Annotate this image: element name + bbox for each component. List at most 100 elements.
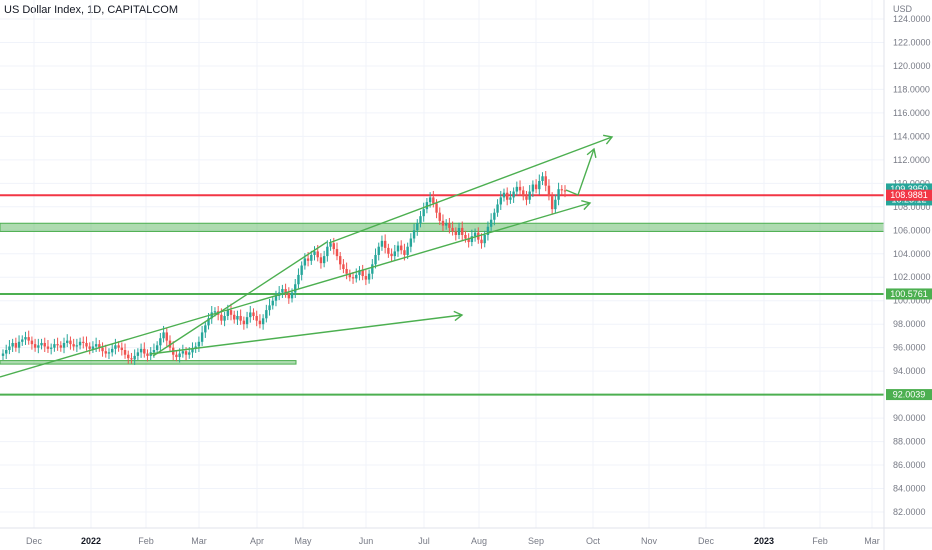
candle-body: [396, 245, 400, 252]
candle-body: [538, 180, 541, 190]
y-tick-label: 88.0000: [893, 437, 926, 447]
time-axis[interactable]: Dec 2022 Feb Mar Apr May Jun Jul Aug Sep Oct Nov Dec…: [0, 527, 932, 546]
candle-body: [210, 312, 213, 319]
candle-body: [294, 284, 297, 293]
candle-body: [127, 354, 130, 359]
candle-body: [43, 342, 46, 347]
price-label-bg: [886, 189, 932, 201]
candle-body: [152, 350, 156, 353]
candle-body: [390, 253, 393, 257]
candle-body: [184, 351, 188, 355]
candle-body: [422, 209, 425, 217]
grid: [0, 0, 884, 528]
candle-body: [245, 317, 249, 325]
x-tick-label: Mar: [191, 536, 207, 546]
candle-body: [457, 227, 461, 235]
candle-body: [444, 223, 448, 226]
x-tick-label: Feb: [138, 536, 154, 546]
y-tick-label: 82.0000: [893, 507, 926, 517]
candle-body: [326, 246, 329, 257]
y-tick-label: 118.0000: [893, 84, 930, 94]
candle-body: [541, 176, 544, 181]
y-tick-label: 108.0000: [893, 202, 931, 212]
candle-body: [56, 344, 59, 346]
candle-body: [162, 332, 165, 339]
candle-body: [342, 264, 345, 270]
y-tick-label: 124.0000: [893, 14, 931, 24]
candle-body: [104, 351, 107, 354]
candle-body: [130, 358, 133, 360]
price-label-bg: [886, 288, 932, 300]
candle-body: [207, 318, 210, 326]
x-tick-label: Dec: [26, 536, 43, 546]
y-tick-label: 86.0000: [893, 460, 926, 470]
candle-body: [393, 251, 396, 257]
candle-body: [332, 243, 335, 250]
candle-body: [91, 346, 95, 349]
y-tick-label: 120.0000: [893, 61, 931, 71]
candle-body: [499, 197, 502, 205]
y-tick-label: 122.0000: [893, 37, 931, 47]
y-tick-label: 116.0000: [893, 108, 930, 118]
horizontal-levels: [0, 194, 884, 396]
candle-body: [101, 347, 104, 352]
currency-label: USD: [893, 4, 913, 14]
candle-body: [512, 191, 515, 198]
candle-body: [11, 342, 14, 347]
y-tick-label: 110.0000: [893, 178, 930, 188]
candle-body: [123, 350, 127, 355]
trend-line: [0, 202, 591, 378]
candle-body: [258, 320, 262, 325]
candle-body: [367, 273, 371, 280]
x-tick-label: Jun: [359, 536, 374, 546]
trend-line: [152, 241, 328, 357]
x-tick-label: Oct: [586, 536, 601, 546]
candle-body: [374, 254, 377, 265]
candle-body: [287, 293, 291, 299]
candle-body: [5, 350, 8, 354]
y-tick-label: 106.0000: [893, 225, 931, 235]
candle-body: [66, 340, 69, 343]
candle-body: [46, 346, 50, 349]
y-tick-label: 102.0000: [893, 272, 931, 282]
candle-body: [69, 340, 72, 345]
x-tick-label: Jul: [418, 536, 430, 546]
candle-body: [159, 338, 162, 346]
price-label-bg: [886, 389, 932, 401]
candle-body: [98, 344, 101, 348]
candle-body: [345, 269, 348, 274]
candle-body: [322, 256, 326, 264]
x-tick-label: 2023: [754, 536, 774, 546]
candle-body: [284, 288, 287, 294]
y-tick-label: 96.0000: [893, 343, 926, 353]
candlesticks: [1, 171, 567, 365]
y-tick-label: 114.0000: [893, 131, 930, 141]
candle-body: [239, 315, 242, 321]
candle-body: [554, 199, 557, 210]
candle-body: [120, 347, 124, 351]
candle-body: [117, 345, 120, 348]
candle-body: [419, 216, 422, 224]
candle-body: [528, 191, 531, 200]
candle-body: [480, 239, 483, 244]
candle-body: [72, 344, 75, 347]
candle-body: [496, 204, 499, 213]
arrowhead: [603, 134, 614, 145]
candle-body: [371, 264, 374, 274]
candle-body: [505, 192, 509, 200]
price-label: 108.9881: [890, 190, 928, 200]
x-tick-label: Feb: [812, 536, 828, 546]
x-tick-label: Dec: [698, 536, 715, 546]
candle-body: [37, 345, 40, 348]
candle-body: [464, 234, 467, 239]
candle-body: [310, 254, 313, 261]
candle-body: [509, 197, 512, 200]
candle-body: [107, 352, 111, 354]
candle-body: [483, 234, 486, 244]
candle-body: [364, 276, 368, 280]
price-axis[interactable]: USD 82.0000 84.0000 86.0000 88.0000 90.0000 9…: [883, 0, 931, 550]
candle-body: [522, 190, 525, 197]
candle-body: [226, 310, 229, 316]
candle-body: [461, 227, 464, 235]
